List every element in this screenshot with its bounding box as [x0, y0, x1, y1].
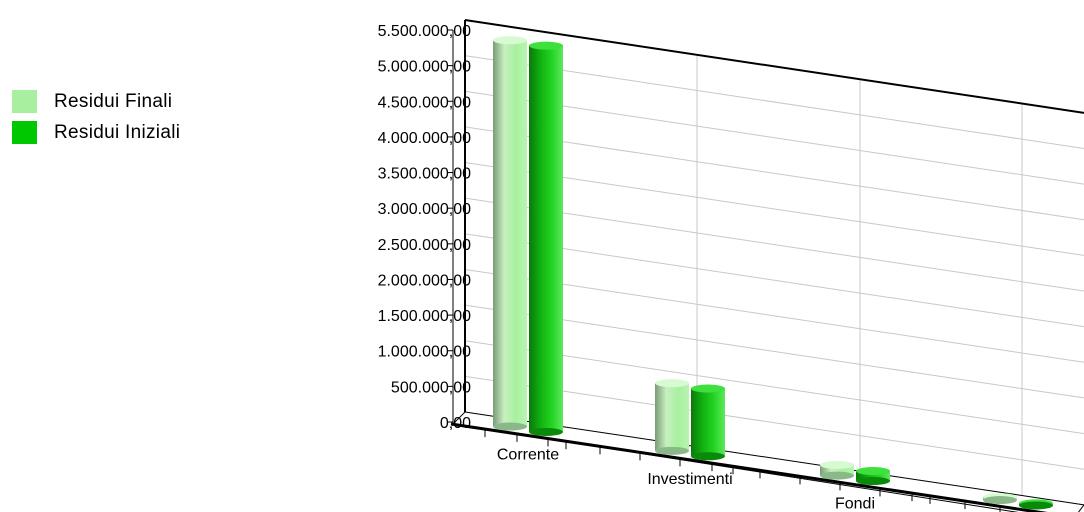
y-tick-label: 500.000,00 — [391, 379, 471, 396]
legend-item-residui-finali: Residui Finali — [12, 86, 180, 117]
legend-swatch-residui-iniziali — [12, 121, 37, 144]
y-tick-label: 5.500.000,00 — [378, 23, 472, 40]
y-tick-label: 2.000.000,00 — [378, 272, 472, 289]
bar-top-cap — [529, 41, 563, 50]
gridline-h — [464, 90, 1084, 185]
bar-corrente-iniziali — [529, 45, 563, 432]
gridline-h — [464, 233, 1084, 328]
legend-item-residui-iniziali: Residui Iniziali — [12, 117, 180, 148]
bar-top-cap — [655, 379, 689, 388]
y-tick-label: 5.000.000,00 — [378, 59, 472, 76]
bar-bottom-cap — [856, 477, 890, 485]
y-tick-label: 1.000.000,00 — [378, 344, 472, 361]
x-tick-label-investimenti: Investimenti — [647, 471, 732, 488]
bar-bottom-cap — [1019, 501, 1053, 510]
bar-top-cap — [691, 384, 725, 393]
bar-top-cap — [856, 467, 890, 476]
gridline-h — [464, 162, 1084, 256]
bar-fondi-finali — [820, 464, 854, 476]
bar-bottom-cap — [691, 452, 725, 461]
bar-corrente-finali — [493, 40, 527, 427]
legend: Residui Finali Residui Iniziali — [12, 86, 180, 148]
x-tick-label-fondi: Fondi — [835, 496, 875, 512]
gridline-h — [464, 340, 1084, 435]
y-tick-label: 1.500.000,00 — [378, 308, 472, 325]
y-tick-label: 4.000.000,00 — [378, 130, 472, 147]
y-tick-label: 3.500.000,00 — [378, 166, 472, 183]
legend-label-residui-iniziali: Residui Iniziali — [54, 121, 181, 143]
bar-investimenti-iniziali — [691, 388, 725, 457]
x-tick-label-corrente: Corrente — [497, 447, 559, 464]
bar-top-cap — [820, 460, 854, 469]
legend-label-residui-finali: Residui Finali — [54, 90, 173, 112]
bar-bottom-cap — [493, 422, 527, 431]
bar-investimenti-finali — [655, 383, 689, 451]
floor-front-edge — [450, 422, 1048, 512]
back-wall-top-edge — [464, 19, 1084, 114]
bar-top-cap — [493, 36, 527, 45]
bar-fondi-iniziali — [856, 471, 890, 481]
y-tick-label: 3.000.000,00 — [378, 201, 472, 218]
bar-bottom-cap — [655, 446, 689, 455]
gridline-h — [464, 197, 1084, 292]
y-tick-label: 4.500.000,00 — [378, 94, 472, 111]
bar-bottom-cap — [529, 427, 563, 436]
bar-bottom-cap — [983, 496, 1017, 505]
y-tick-label: 2.500.000,00 — [378, 237, 472, 254]
gridline-h — [464, 268, 1084, 363]
legend-swatch-residui-finali — [12, 90, 37, 113]
gridline-h — [464, 55, 1084, 149]
gridline-h — [464, 126, 1084, 221]
gridline-h — [464, 375, 1084, 470]
y-tick-label: 0,00 — [440, 415, 471, 432]
gridline-h — [464, 304, 1084, 399]
bar-bottom-cap — [820, 471, 854, 480]
